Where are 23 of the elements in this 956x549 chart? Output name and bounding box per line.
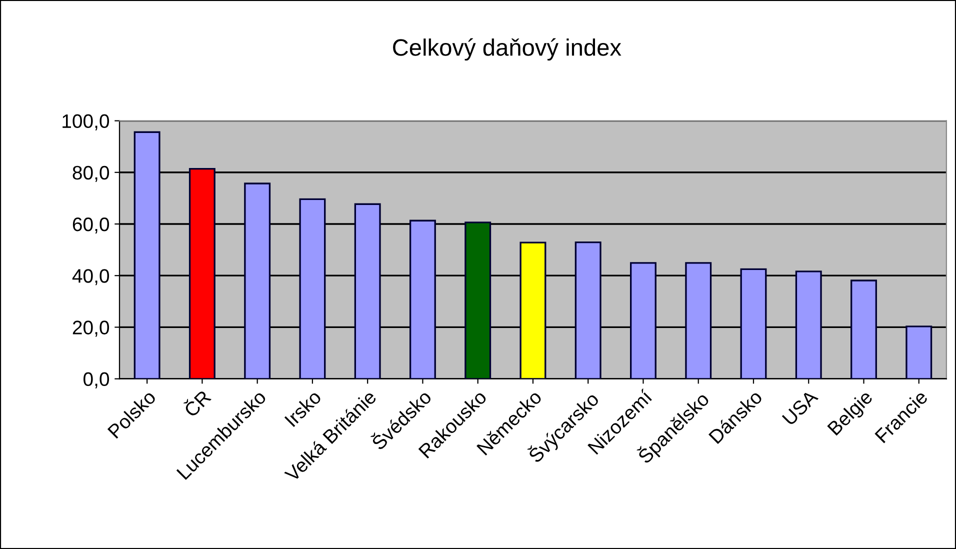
bar	[354, 203, 381, 379]
y-tick-label: 100,0	[62, 114, 110, 130]
bar	[188, 168, 216, 379]
bar	[685, 262, 712, 379]
y-tick-label: 20,0	[72, 320, 110, 337]
bar	[464, 222, 492, 379]
x-tick-label: USA	[782, 388, 819, 426]
y-tick-label: 0,0	[84, 372, 110, 388]
bar	[574, 241, 602, 379]
bar	[795, 270, 822, 379]
bar	[850, 280, 877, 379]
chart-title: Celkový daňový index	[393, 38, 622, 61]
bar	[299, 198, 326, 379]
bar	[630, 262, 656, 379]
bar	[520, 242, 546, 379]
bar	[409, 220, 436, 379]
y-tick-label: 60,0	[72, 217, 110, 234]
y-tick-label: 80,0	[72, 166, 110, 182]
bar	[134, 131, 160, 379]
bar	[740, 268, 767, 379]
bar	[906, 326, 932, 379]
y-tick-label: 40,0	[72, 269, 110, 286]
bar	[244, 182, 271, 379]
